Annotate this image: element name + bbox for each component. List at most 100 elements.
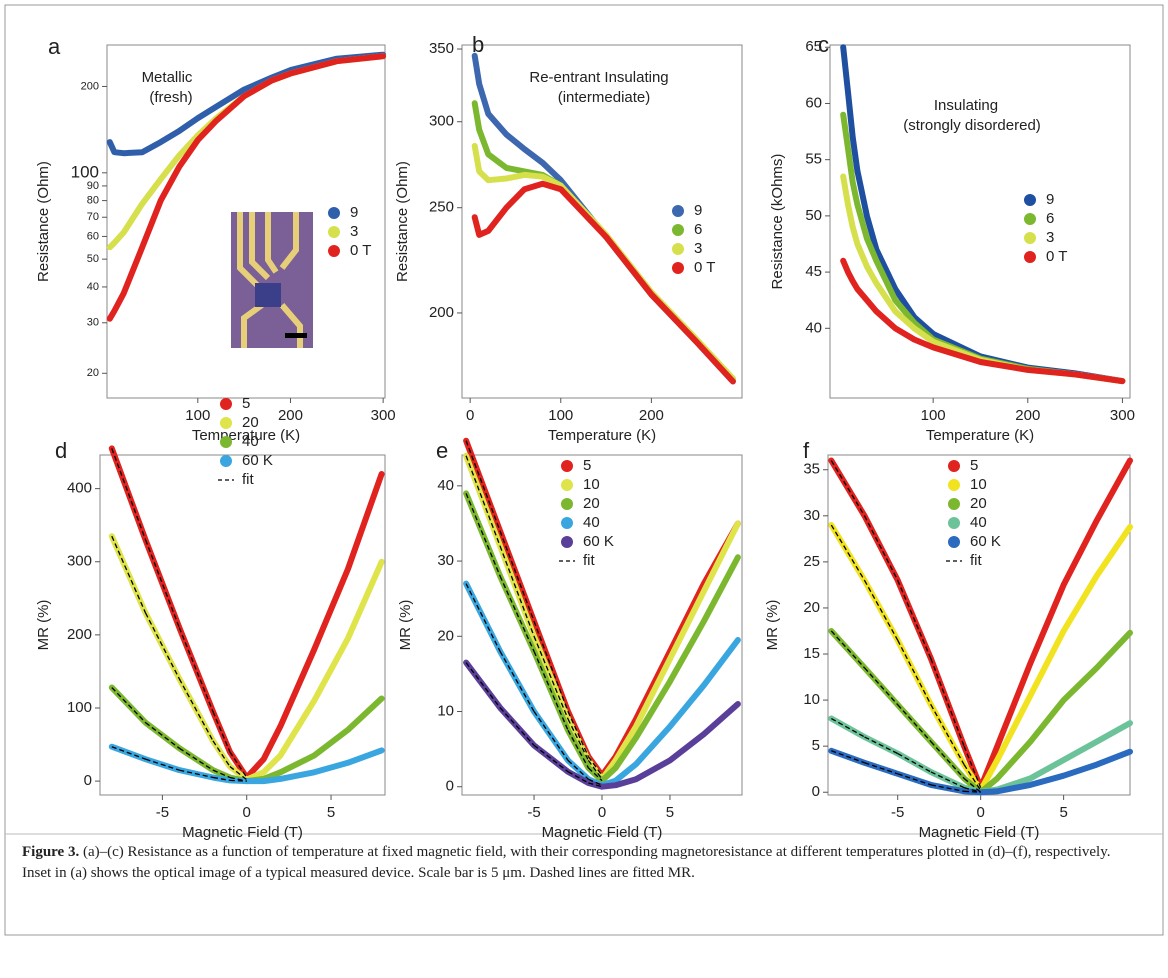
series-line — [463, 452, 741, 783]
legend-label: fit — [242, 471, 255, 488]
legend-label: fit — [970, 552, 983, 569]
fit-line — [212, 740, 231, 767]
y-tick-label: 45 — [805, 263, 822, 280]
y-tick-label: 250 — [429, 199, 454, 216]
x-tick-label: 5 — [1059, 804, 1067, 821]
series-line — [471, 180, 736, 385]
annotation: Insulating — [934, 97, 998, 114]
legend-label: 0 T — [694, 259, 715, 276]
legend-marker — [948, 460, 960, 472]
legend-marker — [220, 436, 232, 448]
legend-label: 9 — [1046, 191, 1054, 208]
legend-label: 9 — [350, 204, 358, 221]
legend-marker — [948, 498, 960, 510]
y-tick-label: 20 — [803, 599, 820, 616]
y-axis-label: MR (%) — [35, 600, 52, 651]
fit-line — [930, 771, 965, 789]
fit-line — [499, 545, 535, 637]
fit-line — [567, 759, 589, 780]
y-axis-label: MR (%) — [397, 600, 414, 651]
legend-label: 40 — [970, 514, 987, 531]
fit-line — [111, 746, 146, 760]
legend-marker — [561, 498, 573, 510]
fit-line — [111, 687, 147, 724]
y-axis-label: MR (%) — [764, 600, 781, 651]
x-axis-label: Temperature (K) — [926, 427, 1034, 444]
y-tick-label: 100 — [71, 162, 99, 181]
fit-line — [588, 782, 603, 788]
fit-line — [465, 493, 501, 577]
y-tick-label: 200 — [81, 80, 99, 92]
y-tick-label: 80 — [87, 195, 99, 207]
caption-label: Figure 3. — [22, 844, 80, 860]
y-tick-label: 25 — [803, 553, 820, 570]
figure-frame — [4, 4, 1164, 936]
fit-line — [831, 750, 865, 764]
fit-line — [111, 535, 147, 614]
y-tick-label: 40 — [87, 281, 99, 293]
fit-line — [533, 744, 569, 773]
fit-line — [963, 764, 982, 791]
y-tick-label: 20 — [437, 627, 454, 644]
series-line — [828, 747, 1133, 796]
series-line — [106, 53, 387, 322]
legend-label: 0 T — [350, 242, 371, 259]
legend-label: 20 — [583, 495, 600, 512]
y-tick-label: 70 — [87, 211, 99, 223]
caption: Figure 3. (a)–(c) Resistance as a functi… — [22, 842, 1142, 884]
annotation: (intermediate) — [558, 89, 651, 106]
legend-label: 40 — [583, 514, 600, 531]
legend-label: 9 — [694, 202, 702, 219]
plot-frame — [106, 44, 386, 399]
fit-line — [178, 627, 214, 712]
x-tick-label: 0 — [598, 804, 606, 821]
fit-line — [499, 530, 535, 622]
plot-frame — [461, 44, 743, 399]
fit-line — [930, 704, 965, 765]
fit-line — [864, 736, 898, 755]
fit-line — [179, 769, 214, 779]
annotation: (strongly disordered) — [903, 117, 1041, 134]
y-tick-label: 60 — [87, 230, 99, 242]
legend-label: 60 K — [583, 533, 614, 550]
fit-line — [897, 704, 932, 742]
x-axis-label: Magnetic Field (T) — [182, 824, 303, 841]
legend-label: 20 — [242, 414, 259, 431]
fit-line — [229, 751, 248, 778]
legend-marker — [948, 536, 960, 548]
fit-line — [178, 747, 214, 771]
series-line — [840, 111, 1126, 385]
legend-label: 3 — [350, 223, 358, 240]
fit-line — [864, 762, 898, 775]
series-line — [106, 51, 387, 157]
fit-line — [963, 777, 982, 793]
fit-line — [144, 612, 180, 680]
x-tick-label: 100 — [548, 407, 573, 424]
panel-letter: a — [48, 34, 61, 59]
x-tick-label: 5 — [666, 804, 674, 821]
y-tick-label: 30 — [803, 507, 820, 524]
panel-letter: b — [472, 32, 484, 57]
fit-line — [499, 707, 535, 746]
legend-label: 5 — [583, 457, 591, 474]
fit-line — [930, 784, 965, 792]
legend-marker — [328, 245, 340, 257]
panel-letter: e — [436, 438, 448, 463]
x-tick-label: 0 — [466, 407, 474, 424]
legend-label: fit — [583, 552, 596, 569]
y-tick-label: 5 — [812, 737, 820, 754]
legend-label: 10 — [583, 476, 600, 493]
fit-line — [533, 651, 569, 731]
y-tick-label: 350 — [429, 40, 454, 57]
legend-marker — [672, 262, 684, 274]
y-tick-label: 10 — [803, 691, 820, 708]
y-tick-label: 20 — [87, 367, 99, 379]
fit-line — [533, 621, 569, 712]
series-line — [840, 257, 1126, 385]
y-tick-label: 0 — [84, 772, 92, 789]
x-tick-label: -5 — [891, 804, 904, 821]
fit-line — [212, 711, 231, 753]
legend-marker — [672, 243, 684, 255]
